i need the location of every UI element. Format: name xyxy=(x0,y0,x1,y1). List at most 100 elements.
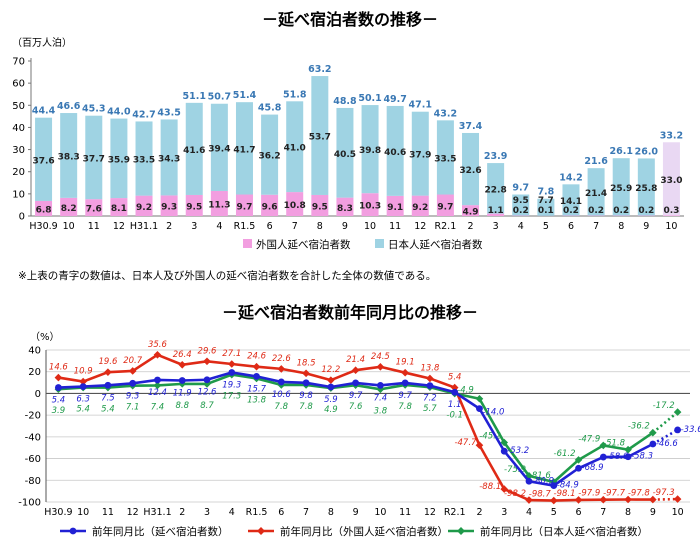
foreign-value-label: 9.2 xyxy=(412,203,428,213)
bar-foreign xyxy=(35,200,53,216)
foreign-value-label: 8.3 xyxy=(337,204,353,214)
x-tick-label: 12 xyxy=(127,507,139,518)
data-point xyxy=(475,394,484,403)
data-label: 8.7 xyxy=(200,401,214,411)
data-point xyxy=(525,496,533,504)
japanese-value-label: 41.6 xyxy=(183,146,205,156)
data-label: 29.6 xyxy=(198,346,218,356)
data-label: 7.2 xyxy=(423,394,437,404)
data-label: 35.6 xyxy=(148,340,168,350)
bar-foreign xyxy=(235,194,253,216)
bar-foreign xyxy=(185,194,203,216)
total-value-label: 44.0 xyxy=(107,107,131,118)
data-label: -46.6 xyxy=(656,439,679,449)
bar-foreign xyxy=(135,195,153,216)
data-point xyxy=(649,495,657,504)
data-label: 5.4 xyxy=(101,405,115,415)
x-tick-label: 4 xyxy=(526,507,532,518)
japanese-value-label: 39.8 xyxy=(359,146,381,156)
total-value-label: 21.6 xyxy=(584,156,608,167)
data-point xyxy=(401,368,409,377)
japanese-value-label: 35.9 xyxy=(108,155,130,165)
data-label: 5.9 xyxy=(324,395,338,405)
data-point xyxy=(550,482,558,490)
data-point xyxy=(575,464,582,472)
data-label: -68.9 xyxy=(582,463,604,473)
bar-foreign xyxy=(361,193,379,216)
legend-label: 前年同月比（日本人延べ宿泊者数） xyxy=(480,525,648,538)
japanese-value-label: 25.9 xyxy=(610,184,632,194)
data-label: 10.9 xyxy=(74,367,93,377)
data-label: -58.3 xyxy=(631,452,653,462)
data-point xyxy=(203,357,211,366)
data-label: 13.8 xyxy=(420,363,440,373)
x-tick-label: 4 xyxy=(216,221,222,232)
y-tick-label: 40 xyxy=(12,123,25,134)
bar-japanese xyxy=(135,121,153,196)
foreign-value-label: 9.2 xyxy=(136,203,152,213)
data-label: -47.7 xyxy=(454,438,477,448)
bar-japanese xyxy=(60,113,78,198)
data-label: 24.6 xyxy=(247,352,267,362)
y-tick-label: 60 xyxy=(12,79,25,90)
total-value-label: 45.8 xyxy=(258,103,282,114)
y-axis-unit: （百万人泊） xyxy=(12,37,72,49)
data-point xyxy=(79,377,87,386)
data-label: 12.6 xyxy=(198,388,218,398)
x-tick-label: 3 xyxy=(493,221,499,232)
bar-foreign xyxy=(487,213,505,216)
y-tick-label: 20 xyxy=(28,367,41,378)
total-value-label: 26.1 xyxy=(609,146,632,157)
bar-japanese xyxy=(185,102,203,195)
data-label: -45.2 xyxy=(479,432,501,442)
bar-foreign xyxy=(261,194,279,216)
data-point xyxy=(228,369,236,376)
bar-japanese xyxy=(286,101,304,193)
x-tick-label: 11 xyxy=(88,221,100,232)
x-tick-label: 10 xyxy=(672,507,684,518)
x-tick-label: 10 xyxy=(77,507,89,518)
data-label: 9.3 xyxy=(126,391,140,401)
data-label: 5.4 xyxy=(448,373,462,383)
data-label: 7.1 xyxy=(126,403,140,413)
data-point xyxy=(673,408,682,416)
data-label: -36.2 xyxy=(628,422,650,432)
japanese-value-label: 36.2 xyxy=(258,152,280,162)
x-tick-label: 7 xyxy=(600,507,606,518)
japanese-value-label: 53.7 xyxy=(309,133,331,143)
bar-japanese xyxy=(587,168,605,216)
data-label: 19.6 xyxy=(98,357,118,367)
bar-japanese xyxy=(110,118,128,199)
bar-foreign xyxy=(386,195,404,216)
data-point xyxy=(649,428,657,437)
x-tick-label: H31.1 xyxy=(130,221,158,232)
bar-japanese xyxy=(210,103,228,191)
japanese-value-label: 40.6 xyxy=(384,148,406,158)
legend-marker xyxy=(257,527,265,535)
x-tick-label: 5 xyxy=(543,221,549,232)
total-value-label: 9.7 xyxy=(512,183,529,194)
data-label: -84.9 xyxy=(557,481,579,491)
x-tick-label: 9 xyxy=(643,221,649,232)
y-tick-label: -60 xyxy=(25,454,41,465)
japanese-value-label: 40.5 xyxy=(334,150,356,160)
x-tick-label: 8 xyxy=(625,507,631,518)
x-tick-label: R2.1 xyxy=(444,507,466,518)
legend-foreign: 外国人延べ宿泊者数 xyxy=(256,238,351,251)
x-tick-label: 7 xyxy=(292,221,298,232)
total-value-label: 43.5 xyxy=(157,107,180,118)
total-value-label: 50.1 xyxy=(358,93,381,104)
x-tick-label: 10 xyxy=(665,221,677,232)
japanese-value-label: 32.6 xyxy=(459,166,481,176)
foreign-value-label: 0.2 xyxy=(563,206,579,216)
foreign-value-label: 10.8 xyxy=(284,201,306,211)
foreign-value-label: 9.5 xyxy=(312,202,328,212)
data-label: -53.2 xyxy=(507,446,529,456)
bar-foreign xyxy=(336,197,354,216)
foreign-value-label: 0.3 xyxy=(663,206,679,216)
data-label: 26.4 xyxy=(173,350,192,360)
x-tick-label: 7 xyxy=(303,507,309,518)
data-label: 19.3 xyxy=(222,380,241,390)
bar-japanese xyxy=(336,107,354,198)
x-tick-label: 3 xyxy=(204,507,210,518)
